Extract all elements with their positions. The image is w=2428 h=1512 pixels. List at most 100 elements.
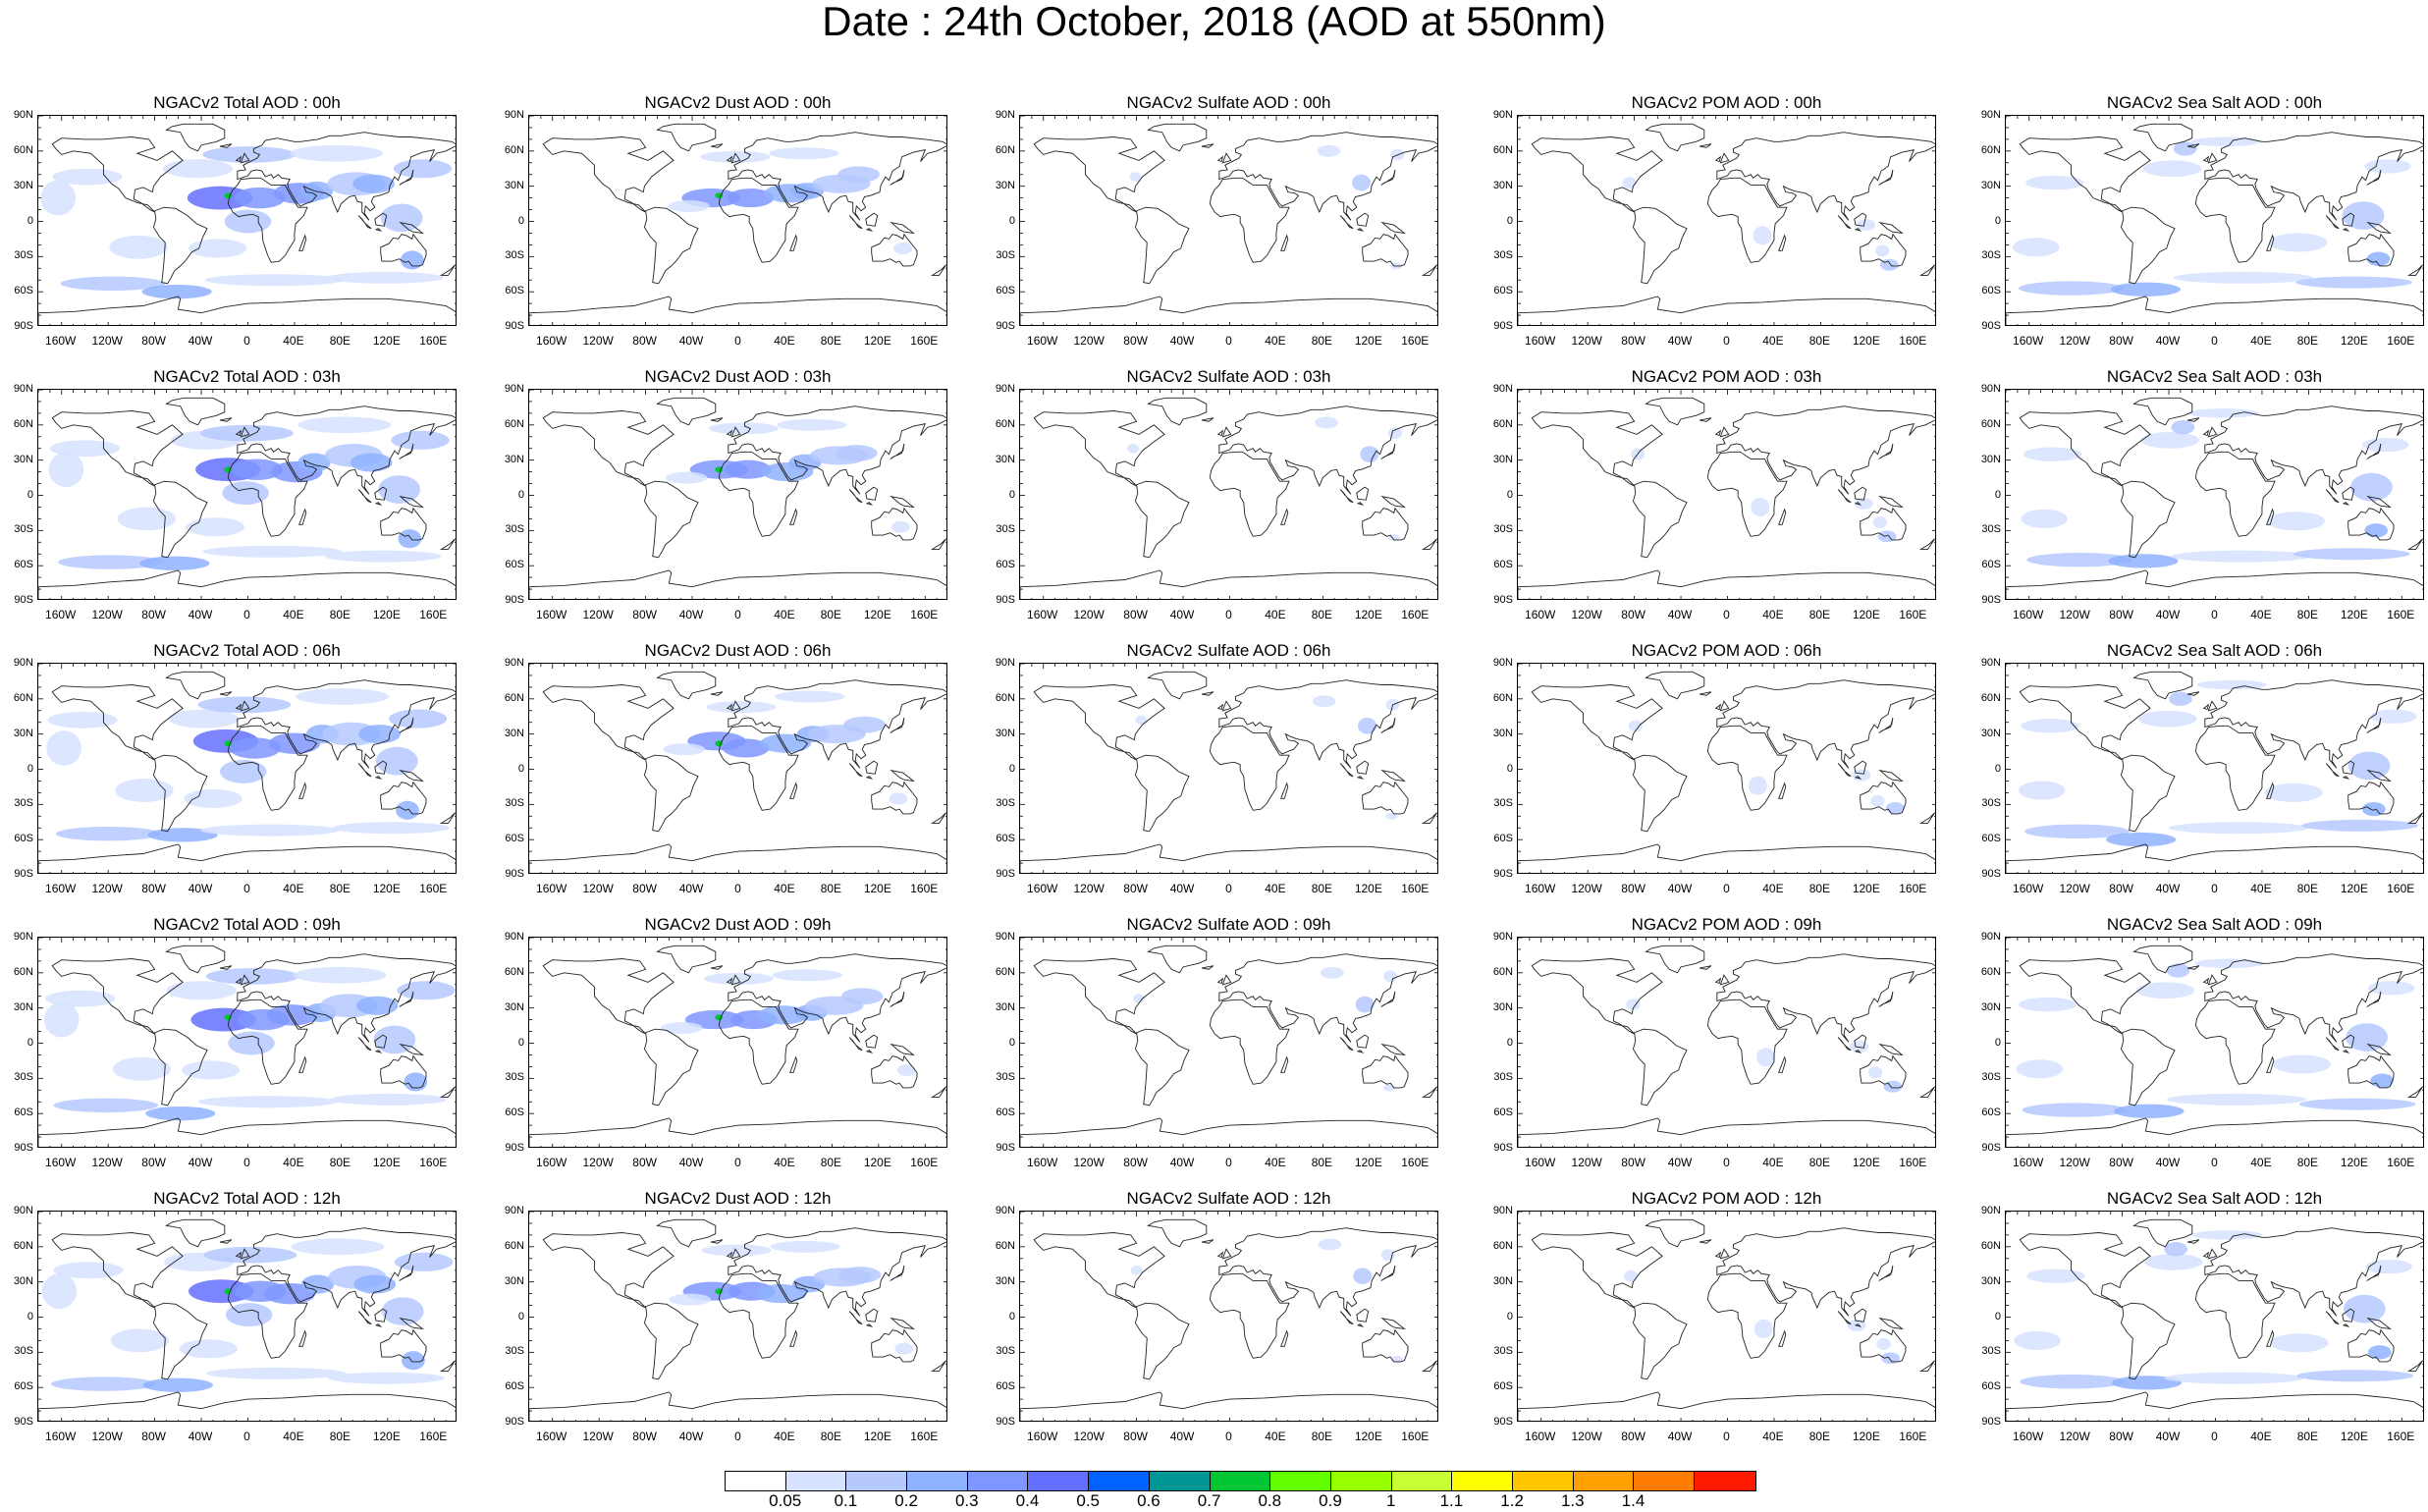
coastline xyxy=(1020,569,1437,599)
aod-shading xyxy=(1352,174,1372,191)
longitude-label: 160W xyxy=(45,1156,77,1169)
latitude-label: 60S xyxy=(1981,285,2001,297)
coastline xyxy=(51,410,184,487)
aod-shading xyxy=(2346,1023,2389,1052)
longitude-label: 0 xyxy=(2211,1430,2218,1443)
coastline xyxy=(2019,958,2151,1035)
coastline xyxy=(730,152,741,164)
coastline xyxy=(374,1308,388,1323)
longitude-label: 40E xyxy=(774,882,795,895)
map-panel-total-06h xyxy=(37,663,457,874)
aod-shading xyxy=(1360,446,1379,463)
colorbar-label: 0.4 xyxy=(1015,1491,1040,1510)
coastline xyxy=(399,443,414,459)
latitude-label: 0 xyxy=(27,488,33,501)
coastline xyxy=(2325,1037,2340,1052)
coastline xyxy=(237,405,456,495)
aod-shading xyxy=(2296,1370,2414,1382)
latitude-label: 90N xyxy=(504,383,524,395)
aod-shading xyxy=(1623,1269,1639,1282)
coastline xyxy=(1339,1037,1354,1052)
longitude-label: 160W xyxy=(45,334,77,348)
latitude-label: 30S xyxy=(1493,1345,1513,1358)
coastline xyxy=(399,495,424,509)
coastline xyxy=(399,169,414,186)
coastline xyxy=(890,769,915,783)
aod-shading xyxy=(1850,1041,1869,1053)
aod-shading xyxy=(1883,1080,1903,1093)
aod-shading xyxy=(684,1010,744,1030)
longitude-label: 40E xyxy=(283,334,304,348)
panel-title: NGACv2 Sulfate AOD : 03h xyxy=(1126,367,1331,386)
world-map xyxy=(529,390,946,599)
coastline xyxy=(1699,1239,1712,1244)
latitude-label: 30N xyxy=(995,1274,1015,1287)
latitude-label: 30S xyxy=(505,523,524,536)
coastline xyxy=(1221,426,1232,438)
coastline xyxy=(1362,1328,1409,1363)
colorbar-swatch xyxy=(1573,1472,1635,1490)
coastline xyxy=(219,143,233,148)
coastline xyxy=(2347,781,2395,815)
panel-title: NGACv2 Total AOD : 03h xyxy=(153,367,341,386)
coastline xyxy=(1854,502,1862,506)
aod-shading xyxy=(358,725,401,744)
map-panel-total-12h xyxy=(37,1211,457,1422)
latitude-label: 60N xyxy=(1980,143,2001,156)
longitude-label: 160W xyxy=(2013,882,2044,895)
coastline xyxy=(1645,1218,1705,1248)
colorbar-label: 1.3 xyxy=(1560,1491,1585,1510)
coastline xyxy=(1632,1028,1688,1107)
latitude-label: 30N xyxy=(1492,727,1513,739)
coastline xyxy=(1716,405,1935,495)
coastline xyxy=(374,760,388,775)
longitude-label: 80W xyxy=(1621,334,1646,348)
longitude-label: 160E xyxy=(1899,1156,1927,1169)
coastline xyxy=(374,776,383,780)
longitude-label: 160E xyxy=(1401,1156,1430,1169)
coastline xyxy=(643,754,699,833)
latitude-label: 60N xyxy=(1980,417,2001,430)
longitude-label: 160W xyxy=(1525,334,1556,348)
longitude-label: 40E xyxy=(283,1430,304,1443)
coastline xyxy=(2186,691,2200,696)
latitude-label: 30S xyxy=(1981,249,2001,262)
coastline xyxy=(1380,1043,1406,1056)
latitude-label: 0 xyxy=(1506,762,1513,775)
coastline xyxy=(1201,417,1214,422)
coastline xyxy=(380,233,427,267)
colorbar-label: 0.3 xyxy=(954,1491,979,1510)
longitude-label: 160E xyxy=(419,334,448,348)
world-map xyxy=(1020,938,1437,1147)
coastline xyxy=(1632,1302,1688,1380)
aod-shading xyxy=(109,235,168,259)
coastline xyxy=(374,1034,388,1049)
latitude-label: 90N xyxy=(504,1205,524,1216)
aod-shading xyxy=(2025,175,2084,190)
coastline xyxy=(656,671,717,700)
latitude-label: 30N xyxy=(995,453,1015,465)
coastline xyxy=(1209,177,1290,263)
coastline xyxy=(643,1028,699,1107)
latitude-label: 90N xyxy=(13,109,33,121)
longitude-label: 80W xyxy=(1123,334,1148,348)
longitude-label: 40W xyxy=(678,1430,704,1443)
latitude-label: 90N xyxy=(995,109,1015,121)
coastline xyxy=(2366,221,2392,235)
longitude-label: 0 xyxy=(1225,882,1232,895)
world-map xyxy=(38,390,456,599)
coastline xyxy=(1033,684,1165,761)
aod-shading xyxy=(181,1060,241,1080)
latitude-label: 60S xyxy=(505,285,524,297)
coastline xyxy=(656,1218,717,1248)
coastline xyxy=(1020,843,1437,873)
latitude-label: 90S xyxy=(505,868,524,880)
latitude-label: 30N xyxy=(1980,1000,2001,1013)
aod-shading xyxy=(328,1372,445,1384)
coastline xyxy=(2120,1028,2176,1107)
longitude-label: 40W xyxy=(678,334,704,348)
aod-shading xyxy=(2190,136,2261,147)
longitude-label: 40W xyxy=(2155,334,2181,348)
latitude-label: 30S xyxy=(996,1071,1015,1084)
map-panel-pom-00h xyxy=(1517,115,1936,326)
